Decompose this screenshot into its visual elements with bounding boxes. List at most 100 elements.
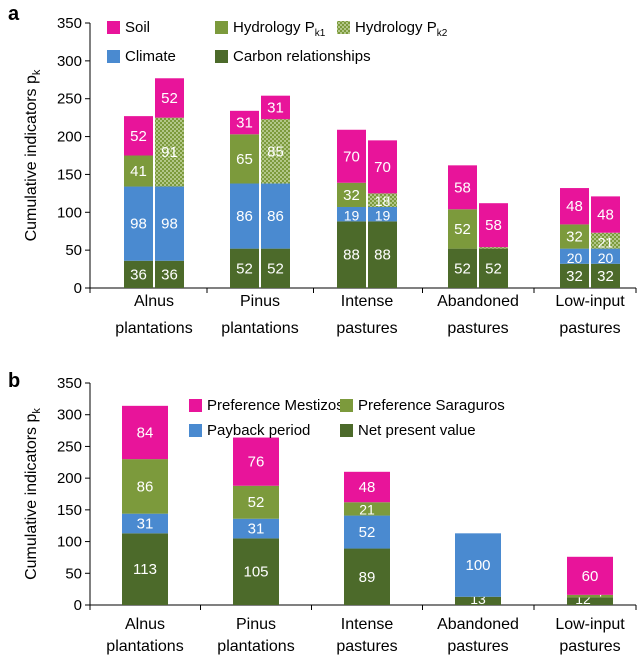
bar-data-label: 113 xyxy=(133,561,157,578)
bar-data-label: 48 xyxy=(597,207,614,224)
legend-swatch xyxy=(189,424,202,437)
bar-segment xyxy=(124,155,153,187)
bar-segment xyxy=(122,533,168,605)
legend-swatch xyxy=(107,21,120,34)
bar-data-label: 65 xyxy=(236,151,253,168)
bar-data-label: 88 xyxy=(343,247,360,264)
y-axis-title-sub: k xyxy=(31,408,43,414)
legend-swatch xyxy=(340,424,353,437)
bar-data-label: 31 xyxy=(137,515,154,532)
legend-label-text: Carbon relationships xyxy=(233,48,371,65)
y-tick-label: 350 xyxy=(57,15,82,32)
bar-data-label: 91 xyxy=(161,144,178,161)
bar-segment xyxy=(448,248,477,288)
x-category-label-line2: pastures xyxy=(447,320,508,337)
bar-data-label: 41 xyxy=(130,163,147,180)
bar-segment xyxy=(448,165,477,210)
y-axis-title-main: Cumulative indicators p xyxy=(23,75,40,241)
bar-data-label: 70 xyxy=(374,159,391,176)
legend-label: Soil xyxy=(125,19,150,36)
bar-data-label: 18 xyxy=(375,193,391,209)
bar-segment xyxy=(233,485,279,519)
bar-segment xyxy=(122,405,168,460)
bar-segment xyxy=(591,248,620,264)
legend-label: Hydrology Pk1 xyxy=(233,19,326,39)
bar-segment xyxy=(122,459,168,514)
y-tick-label: 150 xyxy=(57,166,82,183)
legend-swatch xyxy=(189,399,202,412)
bar-segment xyxy=(344,548,390,605)
bar-data-label: 31 xyxy=(248,521,265,538)
legend-label-sub: k1 xyxy=(315,28,326,39)
bar-data-label: 32 xyxy=(566,268,583,285)
bar-data-label: 89 xyxy=(359,569,376,586)
bar-segment xyxy=(368,206,397,222)
bar-segment xyxy=(230,110,259,135)
bar-segment xyxy=(344,502,390,516)
legend-label-text: Climate xyxy=(125,48,176,65)
y-axis-title: Cumulative indicators pk xyxy=(23,408,43,580)
y-axis-title: Cumulative indicators pk xyxy=(23,69,43,241)
legend-label-text: Net present value xyxy=(358,422,476,439)
legend-label: Payback period xyxy=(207,422,310,439)
bar-data-label: 52 xyxy=(454,260,471,277)
bar-segment xyxy=(230,134,259,184)
legend-label: Preference Saraguros xyxy=(358,397,505,414)
legend-label: Net present value xyxy=(358,422,476,439)
bar-data-label: 20 xyxy=(598,250,614,266)
legend-label: Climate xyxy=(125,48,176,65)
y-tick-label: 0 xyxy=(74,280,82,297)
bar-segment xyxy=(337,129,366,183)
legend-label: Carbon relationships xyxy=(233,48,371,65)
bar-segment xyxy=(344,471,390,503)
bar-segment xyxy=(124,116,153,156)
bar-data-label: 60 xyxy=(582,568,599,585)
bar-segment xyxy=(124,186,153,261)
bar-segment xyxy=(455,596,501,605)
y-tick-label: 100 xyxy=(57,204,82,221)
bar-data-label: 52 xyxy=(161,90,178,107)
y-tick-label: 250 xyxy=(57,91,82,108)
bar-data-label: 98 xyxy=(130,216,147,233)
bar-data-label: 52 xyxy=(267,260,284,277)
legend-label: Hydrology Pk2 xyxy=(355,19,448,39)
bar-segment xyxy=(567,597,613,605)
legend-label-text: Preference Saraguros xyxy=(358,397,505,414)
legend-label-text: Payback period xyxy=(207,422,310,439)
bar-segment xyxy=(155,78,184,118)
y-tick-label: 300 xyxy=(57,53,82,70)
bar-segment xyxy=(155,186,184,261)
bar-segment xyxy=(567,594,613,598)
bar-segment xyxy=(479,203,508,248)
y-tick-label: 250 xyxy=(57,438,82,455)
x-category-label: Low-input xyxy=(555,616,625,633)
bar-data-label: 86 xyxy=(267,208,284,225)
bar-data-label: 32 xyxy=(597,268,614,285)
bar-segment xyxy=(479,248,508,288)
bar-data-label: 88 xyxy=(374,247,391,264)
bar-data-label: 84 xyxy=(137,424,154,441)
bar-segment xyxy=(124,260,153,288)
x-category-label: Intense xyxy=(341,293,394,310)
bar-segment xyxy=(591,232,620,249)
x-category-label: Low-input xyxy=(555,293,625,310)
x-category-label-line2: pastures xyxy=(559,638,620,655)
chart-panel-a: a Cumulative indicators pk 0 50 100 150 200 250… xyxy=(8,3,637,337)
x-category-label: Pinus xyxy=(240,293,280,310)
bar-data-label: 86 xyxy=(137,478,154,495)
bar-segment xyxy=(337,221,366,288)
bar-data-label: 52 xyxy=(485,260,502,277)
y-tick-label: 150 xyxy=(57,502,82,519)
bar-segment xyxy=(155,117,184,187)
bar-segment xyxy=(337,206,366,222)
bar-data-label: 52 xyxy=(236,260,253,277)
y-tick-label: 350 xyxy=(57,375,82,392)
bar-segment xyxy=(233,538,279,605)
bar-segment xyxy=(455,533,501,597)
bar-data-label: 70 xyxy=(343,148,360,165)
bar-segment xyxy=(122,513,168,534)
bar-segment xyxy=(368,140,397,194)
legend-swatch xyxy=(215,50,228,63)
bar-segment xyxy=(560,263,589,288)
